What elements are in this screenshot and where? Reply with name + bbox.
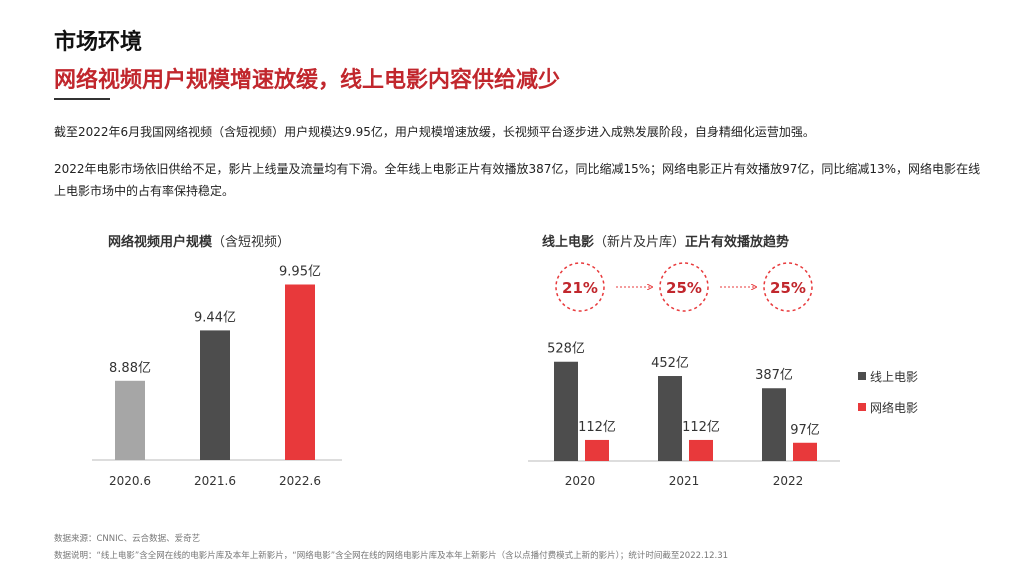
chart2-value-label: 112亿 [578,420,616,435]
headline: 网络视频用户规模增速放缓，线上电影内容供给减少 [54,68,561,93]
paragraph-film-market: 2022年电影市场依旧供给不足，影片上线量及流量均有下滑。全年线上电影正片有效播… [54,162,981,198]
section-title: 市场环境 [54,30,143,55]
chart2-title-bold: 线上电影 [542,235,595,250]
chart1-value-label: 8.88亿 [109,361,151,376]
share-badge-circle [763,262,813,312]
chart2-bar-network-film [793,442,817,461]
footnote-note: 数据说明：“线上电影”含全网在线的电影片库及本年上新影片，“网络电影”含全网在线… [54,551,729,561]
chart1-value-label: 9.44亿 [194,310,236,325]
chart1-category-label: 2022.6 [279,474,321,488]
chart2-value-label: 97亿 [790,423,820,438]
share-badge-text: 21% [562,279,598,297]
legend-swatch [858,372,866,380]
chart-user-scale: 8.88亿 2020.6 9.44亿 2021.6 9.95亿 2022.6 [92,265,342,488]
chart1-bar [200,330,230,460]
legend-swatch [858,403,866,411]
paragraph-user-scale: 截至2022年6月我国网络视频（含短视频）用户规模达9.95亿，用户规模增速放缓… [54,125,815,139]
share-badge-circle [555,262,605,312]
chart2-category-label: 2021 [669,474,700,488]
chart2-bar-network-film [585,439,609,461]
chart1-category-label: 2020.6 [109,474,151,488]
share-badge-text: 25% [770,279,806,297]
headline-underline [54,98,110,100]
chart1-bar [115,380,145,460]
chart2-title: 线上电影（新片及片库）正片有效播放趋势 [542,231,789,250]
legend-label: 线上电影 [870,370,918,384]
chart2-title-bold2: 正片有效播放趋势 [685,235,790,250]
chart1-title: 网络视频用户规模（含短视频） [108,231,290,250]
legend-label: 网络电影 [870,400,918,415]
chart2-bar-online-film [554,361,578,461]
chart2-category-label: 2020 [565,474,596,488]
chart2-bar-online-film [762,388,786,461]
chart1-bar [285,284,315,460]
share-badge-circle [659,262,709,312]
chart2-category-label: 2022 [773,474,804,488]
chart1-category-label: 2021.6 [194,474,236,488]
chart1-title-rest: （含短视频） [212,235,291,250]
chart2-value-label: 452亿 [651,356,689,371]
chart1-value-label: 9.95亿 [279,265,321,280]
chart2-value-label: 528亿 [547,342,585,357]
chart2-title-mid: （新片及片库） [594,235,686,250]
footnote-source: 数据来源：CNNIC、云合数据、爱奇艺 [54,534,201,544]
chart2-value-label: 387亿 [755,368,793,383]
chart2-bar-network-film [689,439,713,461]
chart-online-film: 528亿 112亿 2020 452亿 112亿 2021 387亿 97亿 2022 21% 25… [528,262,918,488]
chart2-bar-online-film [658,376,682,461]
chart1-title-bold: 网络视频用户规模 [108,235,213,250]
share-badge-text: 25% [666,279,702,297]
chart2-value-label: 112亿 [682,420,720,435]
